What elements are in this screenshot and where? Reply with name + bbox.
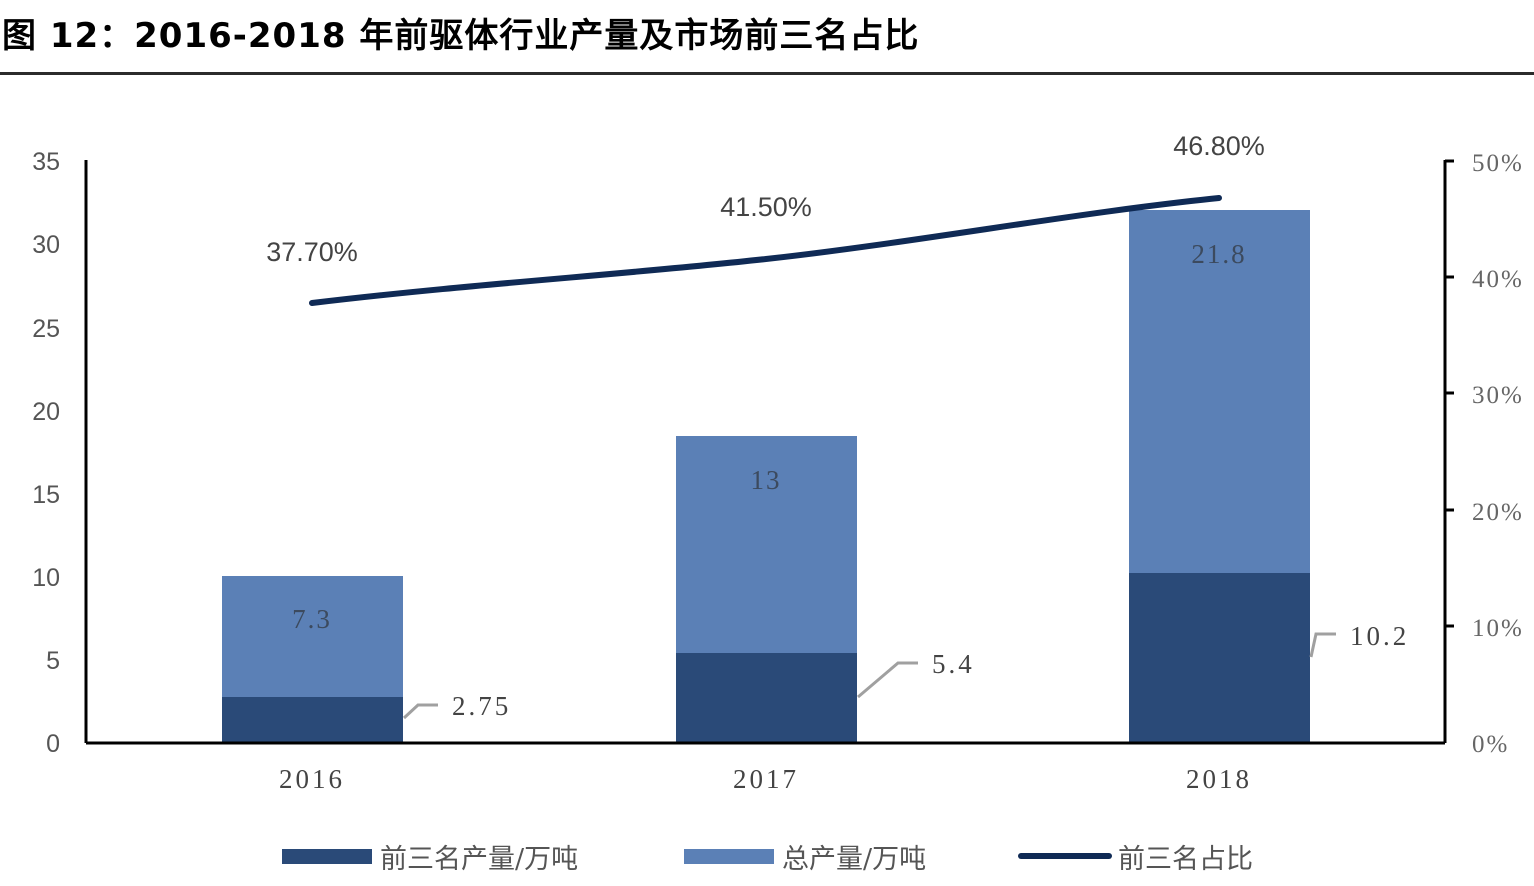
bar-total-label: 7.3: [292, 604, 332, 634]
left-tick: 20: [32, 398, 60, 426]
chart-legend: 前三名产量/万吨 总产量/万吨 前三名占比: [0, 838, 1534, 875]
title-divider: [0, 72, 1534, 75]
bar-total-2017: [676, 436, 857, 653]
leader-line: [402, 703, 438, 720]
x-tick-2018: 2018: [1186, 764, 1252, 794]
right-tick: 0%: [1472, 731, 1509, 758]
x-tick-2017: 2017: [733, 764, 799, 794]
legend-swatch-line: [1018, 853, 1112, 859]
bar-top3-label: 2.75: [452, 691, 511, 721]
legend-swatch-dark-bar: [282, 848, 372, 864]
bar-top3-2018: [1129, 573, 1310, 743]
right-tick: 20%: [1472, 499, 1524, 526]
left-tick: 5: [46, 647, 60, 675]
left-tick: 25: [32, 315, 60, 343]
share-label-2017: 41.50%: [720, 192, 812, 222]
bar-total-2016: [222, 576, 403, 697]
bar-top3-label: 5.4: [932, 649, 975, 679]
bar-top3-2017: [676, 653, 857, 743]
bar-total-label: 21.8: [1191, 239, 1246, 269]
bar-top3-2016: [222, 697, 403, 743]
legend-item-top3-production: 前三名产量/万吨: [282, 838, 579, 875]
legend-swatch-light-bar: [684, 848, 774, 864]
legend-label: 总产量/万吨: [782, 843, 927, 875]
legend-label: 前三名占比: [1118, 843, 1253, 875]
bar-group-2016: 7.3 2.75: [222, 576, 511, 743]
right-tick: 30%: [1472, 382, 1524, 409]
right-tick: 50%: [1472, 150, 1524, 177]
left-tick: 10: [32, 564, 60, 592]
left-y-axis: 35 30 25 20 15 10 5 0: [32, 148, 88, 758]
left-tick: 15: [32, 481, 60, 509]
legend-label: 前三名产量/万吨: [380, 843, 579, 875]
share-label-2016: 37.70%: [266, 237, 358, 267]
share-label-2018: 46.80%: [1173, 131, 1265, 161]
x-tick-2016: 2016: [279, 764, 345, 794]
legend-item-top3-share: 前三名占比: [1018, 838, 1253, 875]
legend-item-total-production: 总产量/万吨: [684, 838, 927, 875]
left-tick: 35: [32, 148, 60, 176]
leader-line: [1309, 632, 1336, 658]
bar-top3-label: 10.2: [1350, 621, 1409, 651]
bar-total-2018: [1129, 210, 1310, 573]
left-tick: 0: [46, 730, 60, 758]
bar-group-2017: 13 5.4: [676, 436, 975, 743]
right-tick: 40%: [1472, 266, 1524, 293]
right-y-axis: 50% 40% 30% 20% 10% 0%: [1443, 150, 1524, 758]
share-line: [309, 195, 1222, 306]
left-tick: 30: [32, 231, 60, 259]
bar-total-label: 13: [751, 465, 782, 495]
leader-line: [857, 661, 918, 699]
figure-title: 图 12：2016-2018 年前驱体行业产量及市场前三名占比: [2, 16, 920, 56]
bar-group-2018: 21.8 10.2: [1129, 210, 1409, 743]
right-tick: 10%: [1472, 615, 1524, 642]
